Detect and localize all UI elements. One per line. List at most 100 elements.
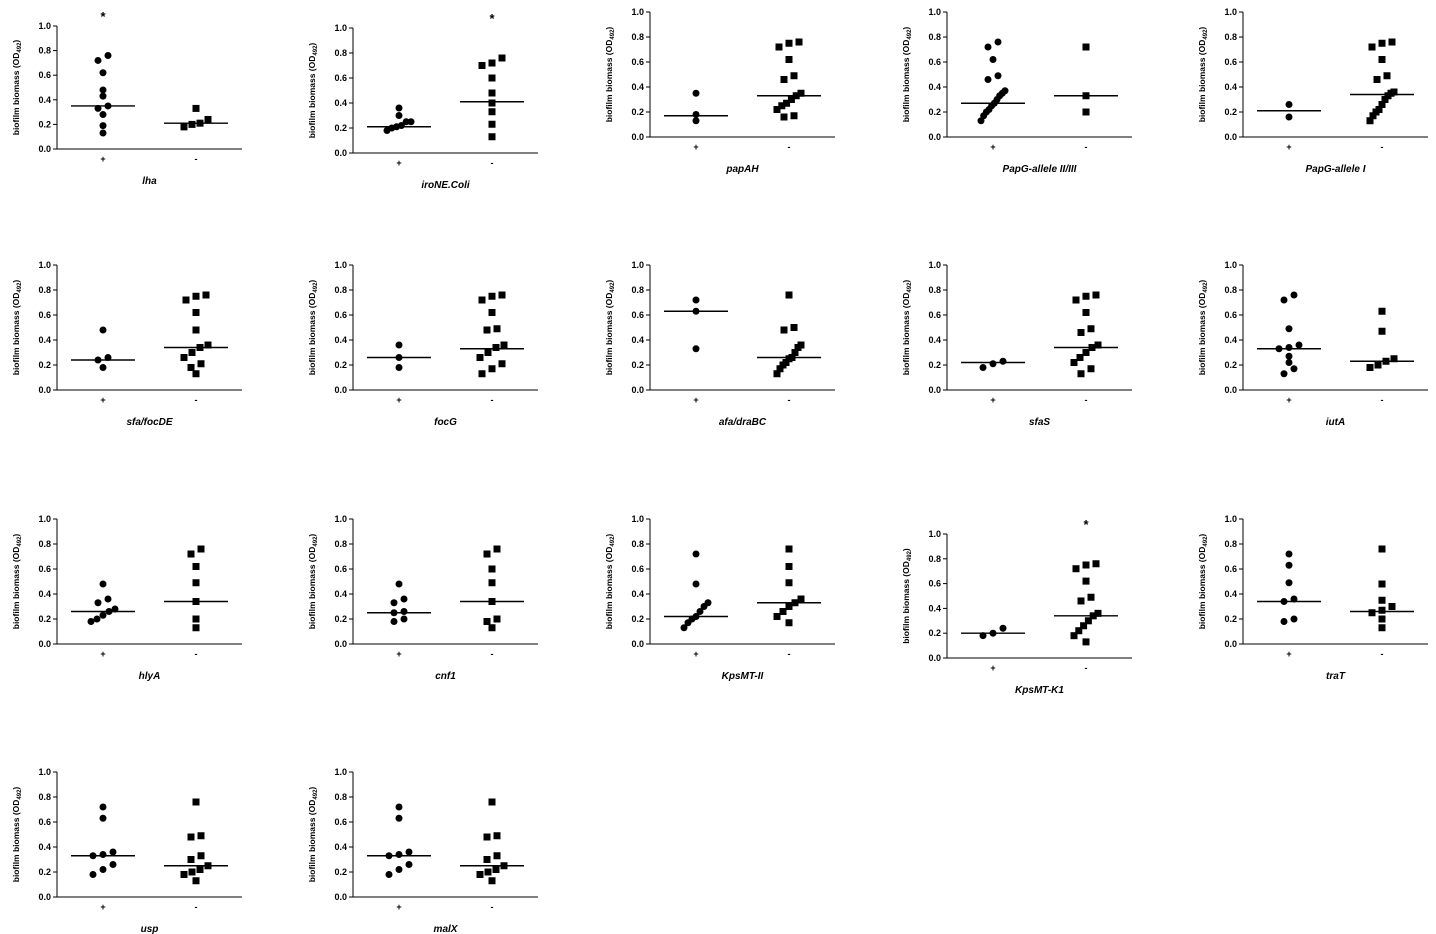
data-point-square — [192, 326, 200, 334]
y-tick-label: 1.0 — [38, 514, 51, 524]
y-tick-label: 1.0 — [928, 529, 941, 539]
data-point-circle — [1280, 296, 1288, 304]
y-tick-label: 0.0 — [631, 132, 644, 142]
y-axis-title: biofilm biomass (OD492) — [307, 280, 319, 376]
y-tick-label: 0.6 — [334, 310, 347, 320]
data-point-circle — [402, 118, 410, 126]
y-tick-label: 0.2 — [631, 614, 644, 624]
data-point-circle — [692, 89, 700, 97]
y-tick-label: 0.0 — [1224, 385, 1237, 395]
x-category-label: + — [100, 395, 105, 405]
x-category-label: - — [491, 902, 494, 912]
y-tick-label: 0.8 — [631, 539, 644, 549]
y-tick-label: 1.0 — [334, 260, 347, 270]
y-tick-label: 0.4 — [1224, 82, 1237, 92]
chart-panel-7: 0.0 0.2 0.4 0.6 0.8 1.0 biofilm biomass (OD492… — [307, 260, 538, 428]
y-tick-label: 0.6 — [38, 310, 51, 320]
data-point-square — [478, 62, 486, 69]
data-point-circle — [984, 43, 992, 51]
data-point-circle — [385, 871, 393, 878]
x-category-label: + — [693, 649, 698, 659]
x-category-label: - — [788, 395, 791, 405]
gene-label: usp — [141, 924, 159, 934]
y-tick-label: 0.0 — [334, 892, 347, 902]
y-tick-label: 0.0 — [38, 144, 51, 154]
data-point-square — [488, 59, 496, 67]
y-tick-label: 1.0 — [631, 514, 644, 524]
data-point-square — [1082, 108, 1090, 116]
data-point-circle — [99, 814, 107, 822]
data-point-circle — [395, 112, 403, 119]
data-point-square — [1072, 296, 1080, 304]
data-point-circle — [1290, 615, 1298, 623]
y-tick-label: 0.4 — [334, 335, 347, 345]
chart-panel-5: 0.0 0.2 0.4 0.6 0.8 1.0 biofilm biomass (OD492… — [1197, 7, 1428, 175]
y-tick-label: 1.0 — [38, 767, 51, 777]
data-point-square — [188, 120, 196, 128]
y-tick-label: 0.6 — [928, 579, 941, 589]
data-point-square — [1378, 101, 1386, 108]
y-tick-label: 0.0 — [334, 148, 347, 158]
data-point-square — [1369, 112, 1377, 120]
y-tick-label: 1.0 — [334, 514, 347, 524]
x-category-label: + — [1286, 395, 1291, 405]
data-point-square — [790, 324, 798, 331]
data-point-circle — [984, 76, 992, 83]
y-tick-label: 0.6 — [928, 310, 941, 320]
gene-label: malX — [434, 924, 459, 934]
y-tick-label: 0.0 — [928, 132, 941, 142]
data-point-square — [1080, 622, 1088, 630]
data-point-square — [795, 38, 803, 46]
y-tick-label: 0.2 — [334, 614, 347, 624]
data-point-circle — [395, 341, 403, 349]
data-point-circle — [1001, 87, 1009, 95]
data-point-square — [197, 545, 205, 553]
data-point-square — [192, 309, 200, 316]
data-point-circle — [1285, 561, 1293, 569]
chart-panel-2: 0.0 0.2 0.4 0.6 0.8 1.0 biofilm biomass (OD492… — [307, 11, 538, 191]
data-point-square — [492, 344, 500, 351]
data-point-circle — [994, 72, 1002, 80]
y-axis-title: biofilm biomass (OD492) — [307, 43, 319, 139]
data-point-square — [785, 39, 793, 47]
data-point-square — [488, 365, 496, 373]
data-point-square — [493, 325, 501, 333]
y-tick-label: 1.0 — [334, 23, 347, 33]
data-point-square — [785, 619, 793, 627]
chart-panel-9: 0.0 0.2 0.4 0.6 0.8 1.0 biofilm biomass (OD492… — [901, 260, 1132, 428]
data-point-square — [498, 291, 506, 299]
data-point-square — [197, 852, 205, 860]
significance-star: * — [100, 9, 106, 24]
y-tick-label: 0.2 — [38, 867, 51, 877]
data-point-circle — [692, 296, 700, 304]
data-point-square — [192, 579, 200, 587]
y-tick-label: 0.8 — [334, 539, 347, 549]
data-point-circle — [395, 851, 403, 858]
y-tick-label: 0.0 — [334, 639, 347, 649]
y-axis-title: biofilm biomass (OD492) — [307, 534, 319, 630]
y-tick-label: 0.2 — [928, 360, 941, 370]
data-point-square — [1082, 292, 1090, 300]
data-point-square — [488, 565, 496, 573]
data-point-circle — [94, 56, 102, 64]
data-point-circle — [94, 104, 102, 112]
data-point-square — [488, 74, 496, 82]
x-category-label: - — [1381, 649, 1384, 659]
x-category-label: - — [195, 395, 198, 405]
gene-label: KpsMT-K1 — [1015, 685, 1064, 696]
chart-panel-12: 0.0 0.2 0.4 0.6 0.8 1.0 biofilm biomass (OD492… — [307, 514, 538, 682]
data-point-square — [1378, 327, 1386, 335]
data-point-square — [192, 798, 200, 806]
data-point-circle — [104, 354, 112, 361]
data-point-square — [1087, 325, 1095, 333]
data-point-circle — [395, 803, 403, 811]
data-point-circle — [999, 624, 1007, 632]
y-tick-label: 0.6 — [1224, 564, 1237, 574]
data-point-circle — [405, 848, 413, 856]
data-point-square — [1381, 96, 1389, 103]
data-point-circle — [89, 871, 97, 878]
data-point-circle — [407, 118, 415, 126]
x-category-label: - — [788, 649, 791, 659]
x-category-label: - — [491, 158, 494, 168]
data-point-circle — [692, 580, 700, 588]
